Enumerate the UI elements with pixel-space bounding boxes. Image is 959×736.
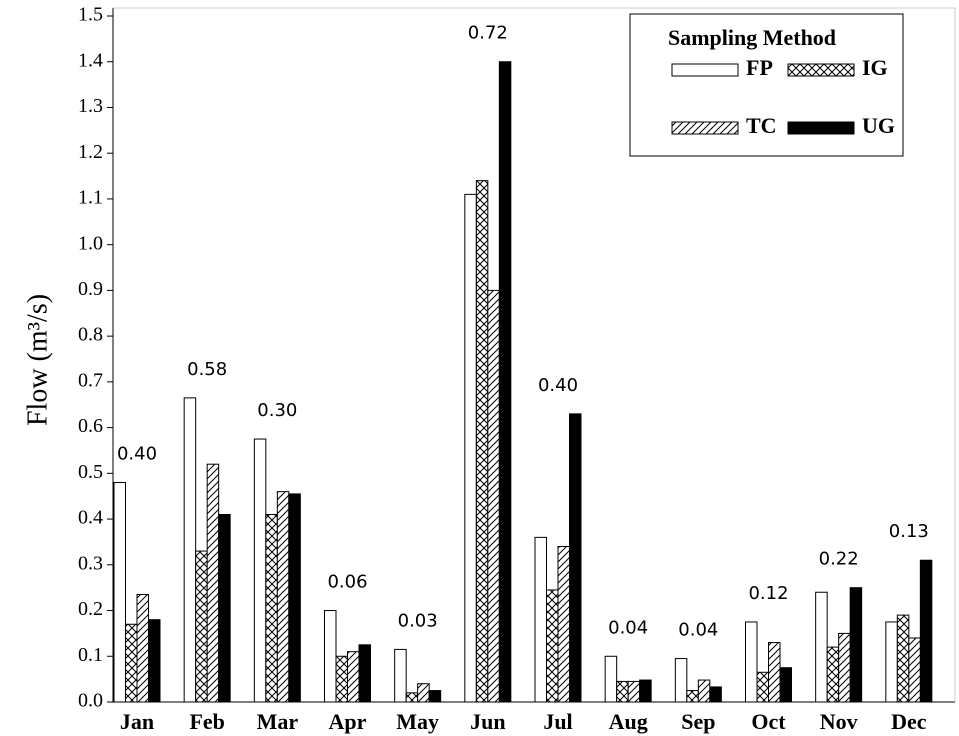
legend-swatch <box>787 121 855 135</box>
bar <box>148 619 161 703</box>
bar <box>195 550 208 703</box>
group-label: 0.30 <box>257 400 297 421</box>
group-label: 0.04 <box>608 617 648 638</box>
legend-swatch <box>671 63 739 77</box>
bar <box>838 632 851 703</box>
bar <box>125 623 138 703</box>
y-tick-label: 0.4 <box>78 507 103 529</box>
bar <box>136 594 149 703</box>
legend-label: UG <box>862 113 895 138</box>
x-tick-label: Feb <box>189 709 224 734</box>
y-tick-label: 1.3 <box>78 95 103 117</box>
bar <box>276 491 290 703</box>
bar <box>546 589 559 703</box>
bar <box>253 438 267 703</box>
x-tick-label: Aug <box>609 709 648 734</box>
y-tick-label: 0.2 <box>78 598 103 620</box>
bar <box>569 413 582 703</box>
bar <box>826 646 840 703</box>
bar <box>768 642 781 703</box>
bar <box>896 614 910 703</box>
group-label: 0.22 <box>819 549 859 570</box>
bar <box>756 671 769 703</box>
y-tick-label: 1.4 <box>78 49 103 71</box>
bar <box>697 679 711 703</box>
x-tick-label: Jun <box>470 709 505 734</box>
y-tick-label: 0.0 <box>78 690 103 712</box>
bar <box>498 61 512 703</box>
legend-swatch <box>671 121 739 135</box>
bar <box>686 690 699 703</box>
x-tick-label: May <box>396 709 439 734</box>
group-label: 0.03 <box>398 610 438 631</box>
y-tick-label: 0.7 <box>78 369 103 391</box>
bar <box>394 648 407 703</box>
x-tick-label: Jan <box>120 709 154 734</box>
legend-label: FP <box>746 55 773 80</box>
bar <box>849 587 863 703</box>
bar <box>265 513 278 703</box>
x-tick-label: Sep <box>681 709 715 734</box>
x-tick-label: Nov <box>820 709 858 734</box>
bar <box>405 692 419 703</box>
y-tick-label: 1.5 <box>78 4 103 26</box>
bar <box>779 667 792 703</box>
bar <box>324 610 337 703</box>
bar <box>464 193 477 703</box>
bar <box>218 513 231 703</box>
y-tick-label: 0.6 <box>78 415 103 437</box>
bar <box>616 680 629 703</box>
bar <box>745 621 758 703</box>
x-tick-label: Mar <box>257 709 299 734</box>
x-tick-label: Dec <box>891 709 927 734</box>
y-tick-label: 1.0 <box>78 232 103 254</box>
x-tick-label: Oct <box>751 709 786 734</box>
legend-label: IG <box>862 55 888 80</box>
y-axis-title: Flow (m³/s) <box>22 294 53 426</box>
bar <box>885 621 898 703</box>
y-tick-label: 1.1 <box>78 187 103 209</box>
y-tick-label: 0.5 <box>78 461 103 483</box>
group-label: 0.06 <box>327 572 367 593</box>
legend-title: Sampling Method <box>668 25 836 50</box>
group-label: 0.40 <box>538 375 578 396</box>
group-label: 0.72 <box>468 23 508 44</box>
bar <box>206 463 220 703</box>
bar <box>417 683 430 703</box>
bar <box>908 637 921 703</box>
group-label: 0.12 <box>748 583 788 604</box>
bar <box>428 690 442 703</box>
bar <box>919 559 933 703</box>
bar <box>709 686 722 703</box>
bar <box>347 651 360 703</box>
x-tick-label: Apr <box>329 709 367 734</box>
y-tick-label: 0.8 <box>78 324 103 346</box>
bar <box>113 481 126 703</box>
group-label: 0.58 <box>187 359 227 380</box>
bar <box>183 397 197 703</box>
bar <box>604 655 618 703</box>
bar <box>815 591 828 703</box>
group-label: 0.13 <box>889 521 929 542</box>
y-tick-label: 0.3 <box>78 552 103 574</box>
bar <box>487 289 500 703</box>
legend-label: TC <box>746 113 777 138</box>
bar <box>335 655 348 703</box>
legend-swatch <box>787 63 855 77</box>
bar <box>475 180 489 703</box>
bar <box>557 546 570 703</box>
bar <box>627 680 641 703</box>
group-label: 0.04 <box>678 620 718 641</box>
group-label: 0.40 <box>117 443 157 464</box>
y-tick-label: 0.9 <box>78 278 103 300</box>
y-tick-label: 0.1 <box>78 644 103 666</box>
x-tick-label: Jul <box>543 709 572 734</box>
bar <box>358 644 371 703</box>
bar <box>674 658 688 703</box>
bar <box>534 536 547 703</box>
bar <box>639 679 652 703</box>
bar <box>288 493 301 703</box>
y-tick-label: 1.2 <box>78 141 103 163</box>
